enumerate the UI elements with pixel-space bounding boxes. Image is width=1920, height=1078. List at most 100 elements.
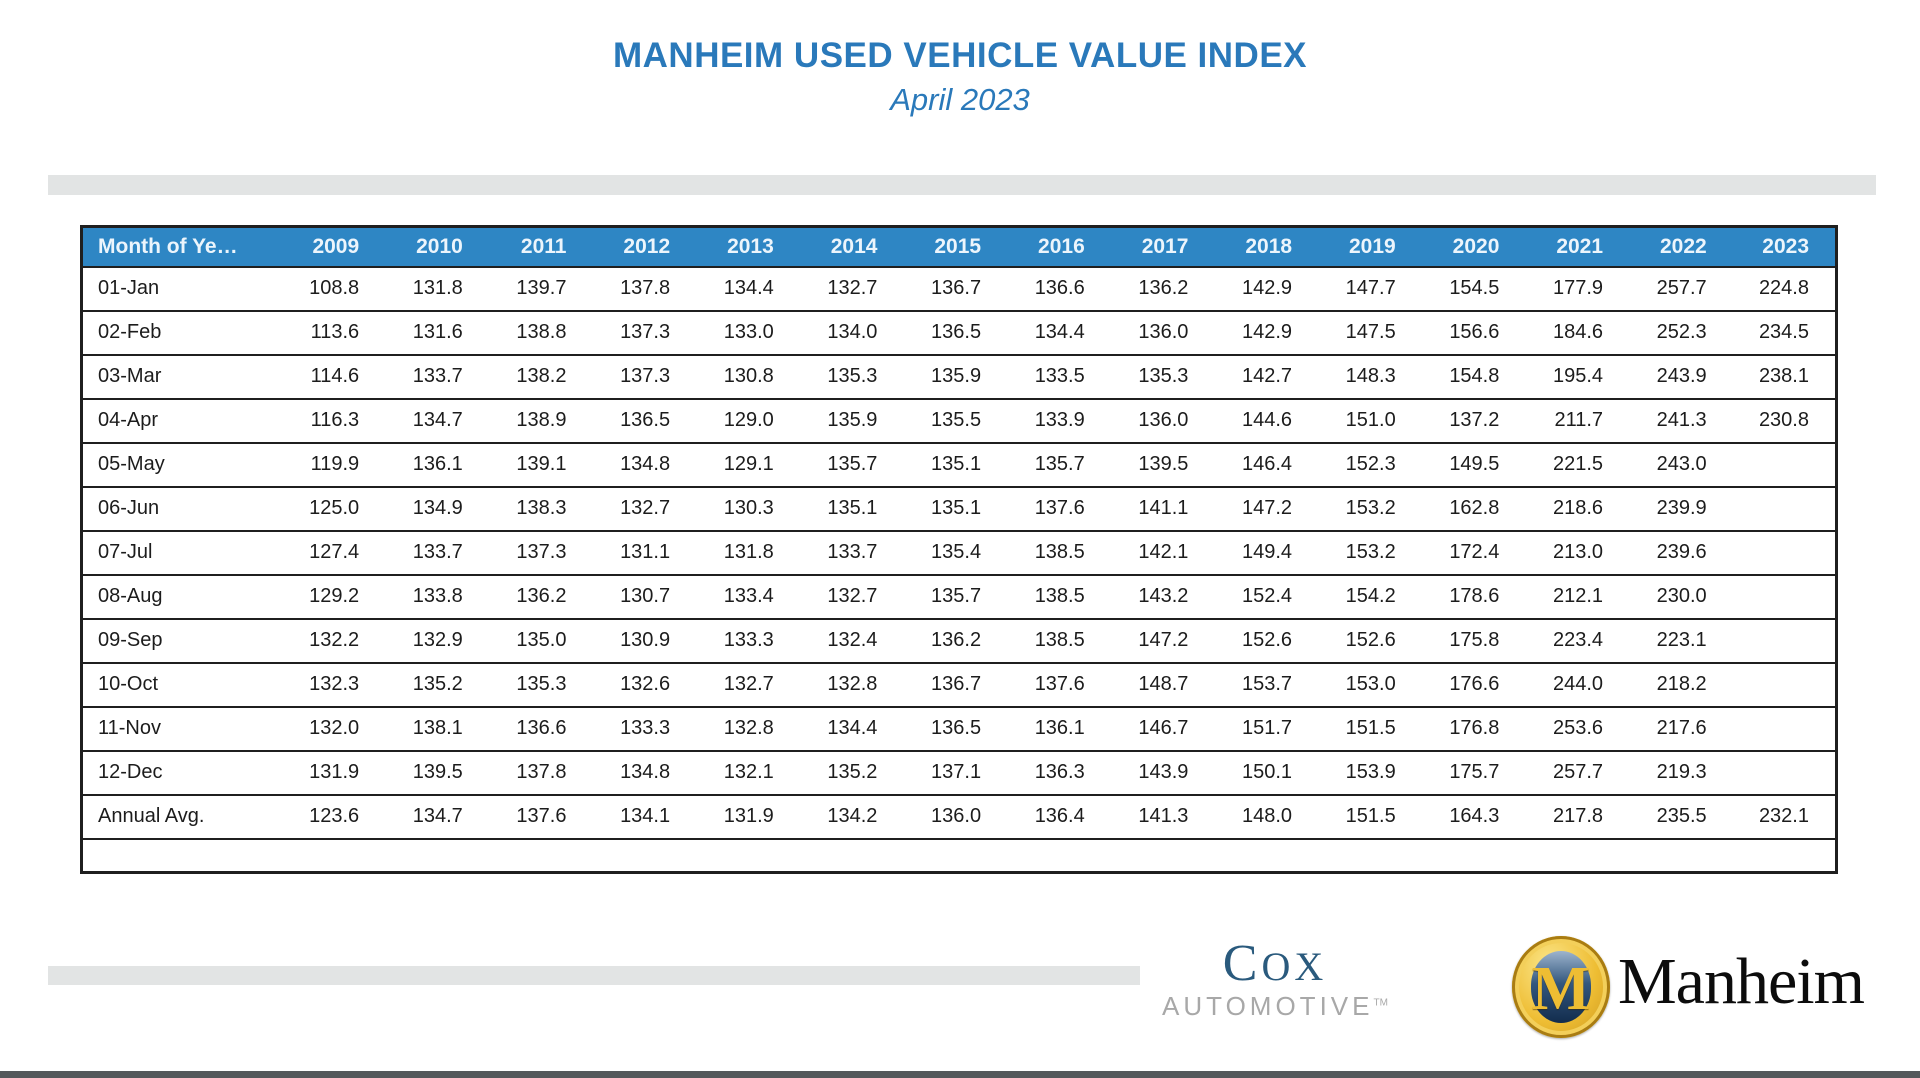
cell: 217.6 xyxy=(1629,706,1733,752)
cox-automotive-text: AUTOMOTIVE xyxy=(1162,991,1374,1021)
cell: 135.3 xyxy=(799,354,904,400)
cell: 232.1 xyxy=(1732,794,1837,840)
cell: 129.1 xyxy=(696,442,800,488)
cell: 137.1 xyxy=(903,750,1008,796)
cell: 212.1 xyxy=(1525,574,1630,620)
cell: 135.7 xyxy=(1007,442,1111,488)
column-header-2017: 2017 xyxy=(1110,226,1215,268)
column-header-2022: 2022 xyxy=(1629,226,1733,268)
column-header-2021: 2021 xyxy=(1525,226,1630,268)
cell: 175.8 xyxy=(1421,618,1526,664)
cell: 218.2 xyxy=(1629,662,1733,708)
cell: 164.3 xyxy=(1421,794,1526,840)
cell xyxy=(1732,530,1837,576)
cell: 132.8 xyxy=(696,706,800,752)
cell: 134.7 xyxy=(385,794,489,840)
cell: 147.2 xyxy=(1110,618,1215,664)
cell: 134.4 xyxy=(799,706,904,752)
cell: 133.4 xyxy=(696,574,800,620)
index-table: Month of Ye… 2009 2010 2011 2012 2013 2014 2015… xyxy=(80,225,1838,874)
cell: 148.3 xyxy=(1318,354,1422,400)
cell: 257.7 xyxy=(1629,266,1733,312)
cell: 211.7 xyxy=(1525,398,1630,444)
cell: 223.1 xyxy=(1629,618,1733,664)
cox-automotive-logo: COX AUTOMOTIVETM xyxy=(1150,938,1400,1021)
cell: 176.6 xyxy=(1421,662,1526,708)
column-header-2010: 2010 xyxy=(385,226,489,268)
cell: 152.4 xyxy=(1214,574,1319,620)
cell: 131.9 xyxy=(696,794,800,840)
cell: 132.0 xyxy=(281,706,386,752)
row-label: 02-Feb xyxy=(81,310,282,356)
cell: 152.6 xyxy=(1318,618,1422,664)
cell: 234.5 xyxy=(1732,310,1837,356)
column-header-2011: 2011 xyxy=(488,226,593,268)
cell: 132.3 xyxy=(281,662,386,708)
cell: 133.3 xyxy=(592,706,697,752)
cell: 136.1 xyxy=(385,442,489,488)
cell: 152.3 xyxy=(1318,442,1422,488)
table-row: 03-Mar 114.6 133.7 138.2 137.3 130.8 135.3 135.… xyxy=(81,354,1837,400)
cell: 130.7 xyxy=(592,574,697,620)
cell: 132.7 xyxy=(799,266,904,312)
cell: 136.1 xyxy=(1007,706,1111,752)
row-label: 04-Apr xyxy=(81,398,282,444)
cell xyxy=(1732,750,1837,796)
cell: 252.3 xyxy=(1629,310,1733,356)
table-row: 05-May 119.9 136.1 139.1 134.8 129.1 135.7 135.… xyxy=(81,442,1837,488)
table-row: 06-Jun 125.0 134.9 138.3 132.7 130.3 135.1 135.… xyxy=(81,486,1837,532)
cell: 135.1 xyxy=(799,486,904,532)
manheim-monogram: M xyxy=(1531,954,1591,1023)
cell: 135.7 xyxy=(799,442,904,488)
cell: 139.5 xyxy=(385,750,489,796)
cell: 132.7 xyxy=(696,662,800,708)
cell: 176.8 xyxy=(1421,706,1526,752)
cell: 131.8 xyxy=(385,266,489,312)
cell: 137.8 xyxy=(592,266,697,312)
cell: 253.6 xyxy=(1525,706,1630,752)
empty-row xyxy=(81,838,1837,874)
cell: 224.8 xyxy=(1732,266,1837,312)
cell: 127.4 xyxy=(281,530,386,576)
cell: 151.5 xyxy=(1318,794,1422,840)
cell: 172.4 xyxy=(1421,530,1526,576)
row-label: 09-Sep xyxy=(81,618,282,664)
cell: 134.2 xyxy=(799,794,904,840)
cell: 235.5 xyxy=(1629,794,1733,840)
cell: 132.7 xyxy=(592,486,697,532)
cell: 142.7 xyxy=(1214,354,1319,400)
page-subtitle: April 2023 xyxy=(890,82,1030,117)
column-header-2020: 2020 xyxy=(1421,226,1526,268)
cell: 153.2 xyxy=(1318,486,1422,532)
cell: 137.2 xyxy=(1421,398,1526,444)
cell: 136.6 xyxy=(488,706,593,752)
row-label: 12-Dec xyxy=(81,750,282,796)
cell xyxy=(1732,442,1837,488)
table-row: Annual Avg. 123.6 134.7 137.6 134.1 131.9 134.… xyxy=(81,794,1837,840)
cell: 137.6 xyxy=(1007,662,1111,708)
cell: 133.7 xyxy=(385,530,489,576)
cell: 136.2 xyxy=(903,618,1008,664)
cell: 184.6 xyxy=(1525,310,1630,356)
cell: 136.5 xyxy=(592,398,697,444)
cell: 131.8 xyxy=(696,530,800,576)
cell: 133.9 xyxy=(1007,398,1111,444)
cell: 148.0 xyxy=(1214,794,1319,840)
column-header-2016: 2016 xyxy=(1007,226,1111,268)
cell: 135.1 xyxy=(903,442,1008,488)
table-row: 08-Aug 129.2 133.8 136.2 130.7 133.4 132.7 135.… xyxy=(81,574,1837,620)
cell: 142.1 xyxy=(1110,530,1215,576)
cell: 138.5 xyxy=(1007,574,1111,620)
table-header-row: Month of Ye… 2009 2010 2011 2012 2013 2014 2015… xyxy=(81,226,1837,268)
divider-bar-bottom xyxy=(48,966,1140,985)
cell: 134.4 xyxy=(1007,310,1111,356)
cell: 150.1 xyxy=(1214,750,1319,796)
cell xyxy=(1732,662,1837,708)
cell: 244.0 xyxy=(1525,662,1630,708)
cell: 154.5 xyxy=(1421,266,1526,312)
cell: 133.7 xyxy=(385,354,489,400)
cell: 153.7 xyxy=(1214,662,1319,708)
cell: 136.4 xyxy=(1007,794,1111,840)
cell: 134.7 xyxy=(385,398,489,444)
cell: 156.6 xyxy=(1421,310,1526,356)
